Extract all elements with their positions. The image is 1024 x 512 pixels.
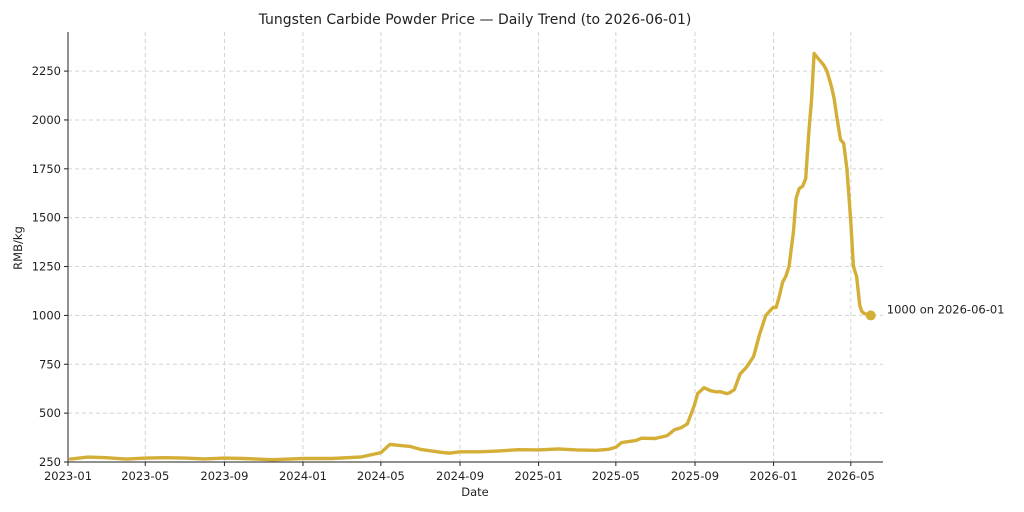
y-tick-label-1250: 1250: [32, 260, 61, 274]
x-tick-label-2026-05: 2026-05: [827, 469, 875, 483]
y-tick-label-500: 500: [39, 406, 61, 420]
axes: [64, 32, 883, 466]
y-axis-label: RMB/kg: [11, 226, 25, 270]
y-tick-label-1500: 1500: [32, 211, 61, 225]
x-tick-label-2023-01: 2023-01: [44, 469, 92, 483]
x-tick-label-2024-09: 2024-09: [436, 469, 484, 483]
x-tick-label-2025-09: 2025-09: [671, 469, 719, 483]
x-tick-label-2026-01: 2026-01: [750, 469, 798, 483]
grid-lines: [67, 32, 883, 462]
y-tick-label-250: 250: [39, 455, 61, 469]
price-series-line: [68, 51, 873, 462]
y-tick-label-750: 750: [39, 357, 61, 371]
end-point-marker: [865, 310, 876, 321]
chart-title: Tungsten Carbide Powder Price — Daily Tr…: [258, 12, 692, 28]
y-tick-label-2250: 2250: [32, 64, 61, 78]
x-axis-label: Date: [461, 485, 489, 499]
x-tick-label-2025-01: 2025-01: [515, 469, 563, 483]
y-tick-label-1000: 1000: [32, 308, 61, 322]
x-tick-label-2023-05: 2023-05: [121, 469, 169, 483]
x-tick-labels: 2023-01 2023-05 2023-09 2024-01 2024-05 2024-…: [44, 469, 875, 483]
x-tick-label-2025-05: 2025-05: [592, 469, 640, 483]
y-tick-labels: 250 500 750 1000 1250 1500 1750 2000 2250: [32, 64, 61, 469]
x-tick-label-2023-09: 2023-09: [200, 469, 248, 483]
x-tick-label-2024-05: 2024-05: [357, 469, 405, 483]
y-tick-label-2000: 2000: [32, 113, 61, 127]
x-tick-label-2024-01: 2024-01: [279, 469, 327, 483]
y-tick-label-1750: 1750: [32, 162, 61, 176]
end-point-annotation: 1000 on 2026-06-01: [887, 302, 1005, 316]
